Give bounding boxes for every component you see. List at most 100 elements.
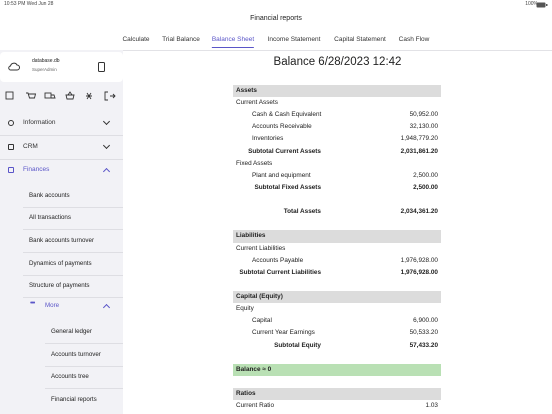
submenu-item[interactable]: Structure of payments [29, 282, 90, 289]
table-row: Plant and equipment 2,500.00 [233, 170, 441, 182]
row-label: Ratios [236, 390, 256, 397]
tab[interactable]: Capital Statement [334, 36, 386, 43]
row-label: Subtotal Fixed Assets [254, 183, 321, 191]
menu-icon [8, 120, 14, 126]
table-row: Inventories 1,948,779.20 [233, 133, 441, 145]
row-label: Capital (Equity) [236, 293, 283, 301]
submenu-item[interactable]: Accounts turnover [51, 351, 101, 358]
separator [23, 252, 123, 253]
row-value: 2,500.00 [413, 171, 438, 179]
row-value: 50,533.20 [409, 329, 438, 337]
row-label: Accounts Receivable [252, 123, 312, 131]
row-label: Current Assets [236, 99, 278, 107]
table-row [233, 194, 441, 206]
menu-item[interactable]: Finances [23, 166, 50, 173]
submenu-item[interactable]: Financial reports [51, 396, 97, 403]
database-name: database.db [32, 58, 60, 64]
submenu-item[interactable]: Bank accounts [29, 192, 70, 199]
row-label: Cash & Cash Equivalent [252, 111, 322, 119]
table-row: Accounts Payable 1,976,928.00 [233, 255, 441, 267]
row-value: 32,130.00 [409, 123, 438, 131]
table-row: Capital 6,900.00 [233, 315, 441, 327]
status-battery: 100% [525, 1, 538, 7]
row-value: 2,031,861.20 [400, 147, 438, 155]
row-value: 2,500.00 [413, 183, 438, 191]
submenu-item[interactable]: Bank accounts turnover [29, 237, 95, 244]
row-value: 1.03 [425, 402, 438, 410]
tab[interactable]: Income Statement [267, 36, 321, 43]
more-item[interactable]: More [45, 302, 60, 309]
row-value: 1,948,779.20 [400, 135, 438, 143]
row-value: 57,433.20 [409, 341, 438, 349]
separator [0, 159, 123, 160]
table-row: Liabilities [233, 230, 441, 243]
row-label: Current Year Earnings [252, 329, 315, 337]
separator [23, 229, 123, 230]
row-label: Assets [236, 87, 257, 94]
tab[interactable]: Trial Balance [162, 36, 200, 43]
row-value: 6,900.00 [413, 317, 438, 325]
submenu-item[interactable]: Accounts tree [51, 373, 89, 380]
tab[interactable]: Balance Sheet [211, 36, 255, 48]
row-value: 2,034,361.20 [400, 208, 438, 216]
row-label: Liabilities [236, 232, 266, 240]
user-name: SuperAdmin [32, 67, 57, 72]
divider [0, 50, 552, 51]
row-label: Accounts Payable [252, 256, 304, 264]
table-row: Cash & Cash Equivalent 50,952.00 [233, 109, 441, 121]
table-row: Capital (Equity) [233, 291, 441, 304]
row-label: Current Liabilities [236, 244, 286, 252]
row-label: Fixed Assets [236, 159, 273, 167]
more-icon: ••• [30, 300, 35, 307]
row-label: Capital [252, 317, 272, 325]
row-label: Current Ratio [236, 402, 275, 410]
page-title: Financial reports [250, 15, 302, 22]
separator [23, 297, 123, 298]
chevron [102, 117, 111, 126]
device-icon [98, 62, 105, 72]
table-row: Total Assets 2,034,361.20 [233, 206, 441, 218]
tab[interactable]: Cash Flow [398, 36, 430, 43]
table-row: Current Ratio 1.03 [233, 400, 441, 412]
table-row: Assets [233, 85, 441, 98]
cloud-icon [8, 62, 20, 71]
row-label: Balance ≈ 0 [236, 365, 272, 373]
table-row [233, 376, 441, 388]
chevron [102, 167, 111, 176]
menu-item[interactable]: CRM [23, 143, 38, 150]
chevron [102, 141, 111, 150]
table-row: Balance ≈ 0 [233, 363, 441, 376]
table-row: Subtotal Current Assets 2,031,861.20 [233, 146, 441, 158]
separator [23, 207, 123, 208]
separator [45, 366, 123, 367]
table-row: Current Assets [233, 97, 441, 109]
table-row: Ratios [233, 388, 441, 401]
row-label: Equity [236, 305, 254, 313]
menu-icon [8, 167, 14, 173]
row-label: Subtotal Equity [274, 341, 321, 349]
table-row: Subtotal Current Liabilities 1,976,928.00 [233, 267, 441, 279]
submenu-item[interactable]: General ledger [51, 328, 92, 335]
row-label: Subtotal Current Liabilities [239, 268, 321, 276]
row-label: Inventories [252, 135, 284, 143]
row-value: 1,976,928.00 [400, 256, 438, 264]
table-row: Fixed Assets [233, 158, 441, 170]
row-value: 50,952.00 [409, 111, 438, 119]
table-row: Equity [233, 303, 441, 315]
toolbar-icons[interactable] [4, 90, 119, 102]
table-row [233, 279, 441, 291]
table-row: Subtotal Fixed Assets 2,500.00 [233, 182, 441, 194]
battery-icon [536, 2, 548, 8]
submenu-item[interactable]: All transactions [29, 214, 71, 221]
account-card [0, 52, 123, 82]
table-row [233, 218, 441, 230]
row-label: Subtotal Current Assets [248, 147, 321, 155]
tab[interactable]: Calculate [122, 36, 150, 43]
table-row: Accounts Receivable 32,130.00 [233, 121, 441, 133]
separator [45, 388, 123, 389]
menu-item[interactable]: Information [23, 119, 56, 126]
row-label: Total Assets [283, 208, 321, 216]
chevron [102, 303, 111, 312]
submenu-item[interactable]: Dynamics of payments [29, 260, 92, 267]
